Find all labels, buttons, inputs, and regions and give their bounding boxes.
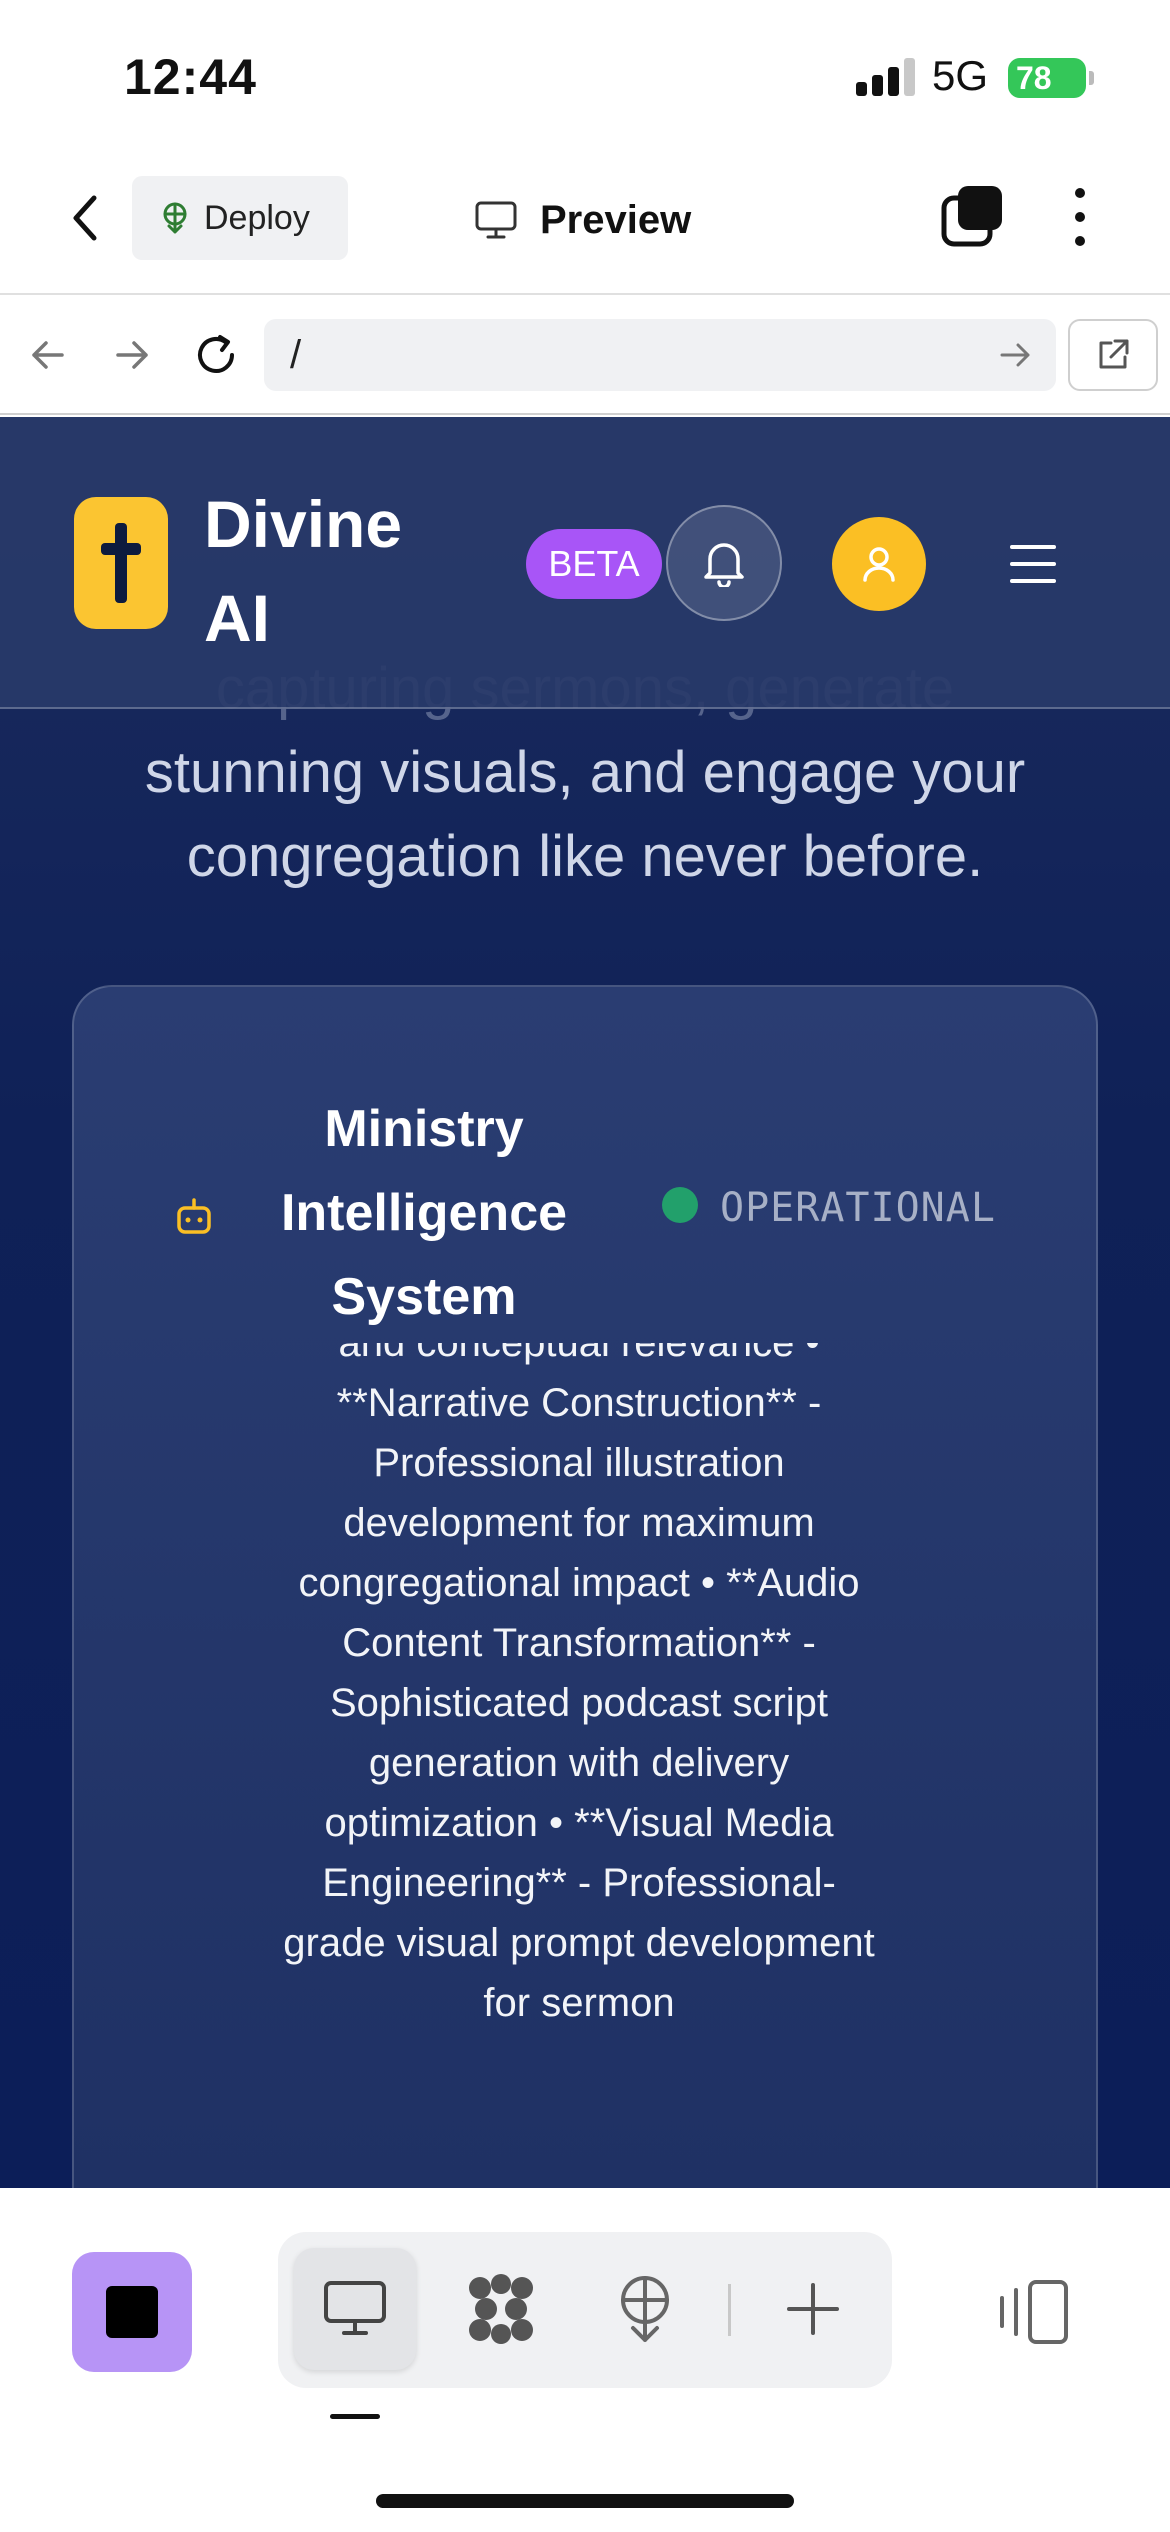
hamburger-menu-icon[interactable]: [1010, 545, 1056, 583]
view-switcher: [278, 2232, 892, 2388]
more-options-button[interactable]: [1060, 184, 1100, 250]
browser-url-bar: /: [0, 297, 1170, 415]
deploy-icon: [163, 202, 187, 234]
user-profile-button[interactable]: [832, 517, 926, 611]
status-label: OPERATIONAL: [720, 1185, 996, 1231]
external-link-icon: [1099, 339, 1129, 369]
url-input[interactable]: /: [264, 319, 1056, 391]
deploy-tab-button[interactable]: [584, 2248, 706, 2370]
robot-icon: [177, 1198, 211, 1234]
web-preview[interactable]: capturing sermons, generate stunning vis…: [0, 417, 1170, 2188]
desktop-preview-icon: [324, 2281, 386, 2335]
active-tab-indicator: [330, 2414, 380, 2419]
go-arrow-icon[interactable]: [998, 337, 1034, 373]
arrow-left-icon: [32, 341, 64, 369]
open-external-button[interactable]: [1068, 319, 1158, 391]
deploy-button[interactable]: Deploy: [132, 176, 348, 260]
tabs-button[interactable]: [940, 184, 1006, 250]
shapes-button[interactable]: [440, 2248, 562, 2370]
bell-icon: [704, 543, 744, 587]
tabs-icon: [941, 186, 1002, 247]
preview-tab[interactable]: Preview: [474, 190, 691, 250]
capabilities-text: and conceptual relevance • **Narrative C…: [283, 1343, 875, 2025]
toolbar-divider: [728, 2284, 731, 2336]
side-panel-icon[interactable]: [996, 2274, 1072, 2350]
site-header: Divine AI BETA: [0, 417, 1170, 709]
hero-text: stunning visuals, and engage your congre…: [144, 740, 1026, 889]
shapes-icon: [469, 2274, 533, 2344]
beta-badge: BETA: [526, 529, 662, 599]
add-icon: [787, 2283, 839, 2335]
browser-back-button[interactable]: [20, 327, 76, 383]
url-text: /: [290, 333, 302, 377]
deploy-icon: [621, 2276, 669, 2342]
brand-logo[interactable]: [74, 497, 168, 629]
browser-forward-button[interactable]: [104, 327, 160, 383]
back-button[interactable]: [60, 186, 110, 250]
app-top-bar: Deploy Preview: [0, 150, 1170, 295]
home-indicator: [376, 2494, 794, 2508]
stop-icon: [106, 2286, 158, 2338]
reload-button[interactable]: [188, 327, 244, 383]
brand-name[interactable]: Divine AI: [204, 487, 403, 655]
network-type: 5G: [932, 52, 989, 99]
card-title: Ministry Intelligence System: [280, 1100, 568, 1326]
notifications-button[interactable]: [666, 505, 782, 621]
reload-icon: [198, 335, 234, 373]
user-icon: [863, 547, 895, 582]
stop-button[interactable]: [72, 2252, 192, 2372]
status-time: 12:44: [124, 49, 257, 105]
desktop-preview-button[interactable]: [294, 2248, 416, 2370]
battery-level: 78: [1016, 60, 1052, 96]
status-dot: [662, 1187, 698, 1223]
ministry-intelligence-card: Ministry Intelligence System OPERATIONAL…: [72, 985, 1098, 2188]
cross-icon: [101, 523, 141, 603]
monitor-icon: [475, 201, 517, 239]
add-button[interactable]: [752, 2248, 874, 2370]
card-body-text: and conceptual relevance • **Narrative C…: [274, 1343, 884, 2113]
battery-indicator: 78: [1008, 58, 1094, 98]
hero-description: capturing sermons, generate stunning vis…: [60, 656, 1110, 899]
cellular-signal-icon: [856, 58, 916, 96]
status-bar: 12:44 5G 78: [0, 0, 1170, 150]
arrow-right-icon: [116, 341, 148, 369]
bottom-toolbar: [0, 2188, 1170, 2532]
preview-label: Preview: [540, 197, 692, 242]
deploy-label: Deploy: [204, 198, 310, 237]
chevron-left-icon: [73, 195, 97, 241]
